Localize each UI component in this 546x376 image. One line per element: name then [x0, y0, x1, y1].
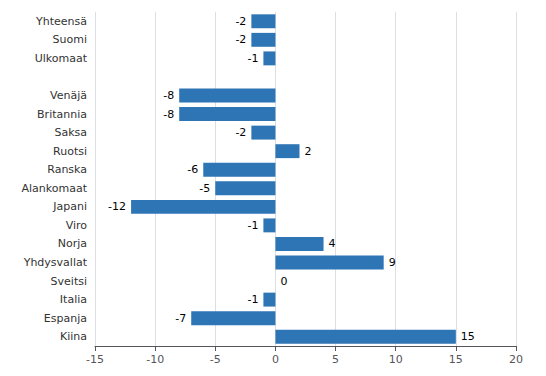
- svg-text:-5: -5: [210, 353, 221, 366]
- svg-text:Britannia: Britannia: [37, 108, 87, 121]
- svg-text:-5: -5: [199, 182, 210, 195]
- svg-text:-1: -1: [247, 293, 258, 306]
- svg-text:10: 10: [389, 353, 403, 366]
- svg-text:Espanja: Espanja: [44, 312, 87, 325]
- svg-text:20: 20: [509, 353, 523, 366]
- svg-text:15: 15: [461, 330, 475, 343]
- svg-text:Venäjä: Venäjä: [50, 89, 87, 102]
- svg-text:-7: -7: [175, 312, 186, 325]
- svg-text:0: 0: [272, 353, 279, 366]
- svg-text:-2: -2: [235, 15, 246, 28]
- svg-text:Viro: Viro: [66, 219, 88, 232]
- svg-text:-2: -2: [235, 126, 246, 139]
- svg-text:Sveitsi: Sveitsi: [51, 275, 87, 288]
- svg-text:Norja: Norja: [58, 237, 87, 250]
- svg-text:Japani: Japani: [52, 200, 87, 213]
- svg-text:9: 9: [389, 256, 396, 269]
- svg-text:0: 0: [280, 275, 287, 288]
- svg-text:Ruotsi: Ruotsi: [53, 145, 87, 158]
- svg-text:-12: -12: [108, 200, 126, 213]
- svg-text:-8: -8: [163, 108, 174, 121]
- svg-text:-10: -10: [146, 353, 164, 366]
- svg-text:Alankomaat: Alankomaat: [21, 182, 87, 195]
- svg-text:-1: -1: [247, 219, 258, 232]
- svg-text:-6: -6: [187, 163, 198, 176]
- svg-text:2: 2: [304, 145, 311, 158]
- svg-text:Suomi: Suomi: [53, 33, 87, 46]
- svg-text:5: 5: [332, 353, 339, 366]
- svg-text:4: 4: [329, 237, 336, 250]
- svg-text:Yhteensä: Yhteensä: [35, 15, 87, 28]
- svg-text:Ulkomaat: Ulkomaat: [35, 52, 88, 65]
- svg-text:Saksa: Saksa: [54, 126, 87, 139]
- svg-text:Yhdysvallat: Yhdysvallat: [23, 256, 88, 269]
- svg-text:-15: -15: [86, 353, 104, 366]
- svg-text:Italia: Italia: [60, 293, 87, 306]
- svg-text:-2: -2: [235, 33, 246, 46]
- svg-text:Ranska: Ranska: [47, 163, 87, 176]
- svg-text:15: 15: [449, 353, 463, 366]
- svg-text:-8: -8: [163, 89, 174, 102]
- svg-text:-1: -1: [247, 52, 258, 65]
- svg-text:Kiina: Kiina: [60, 330, 87, 343]
